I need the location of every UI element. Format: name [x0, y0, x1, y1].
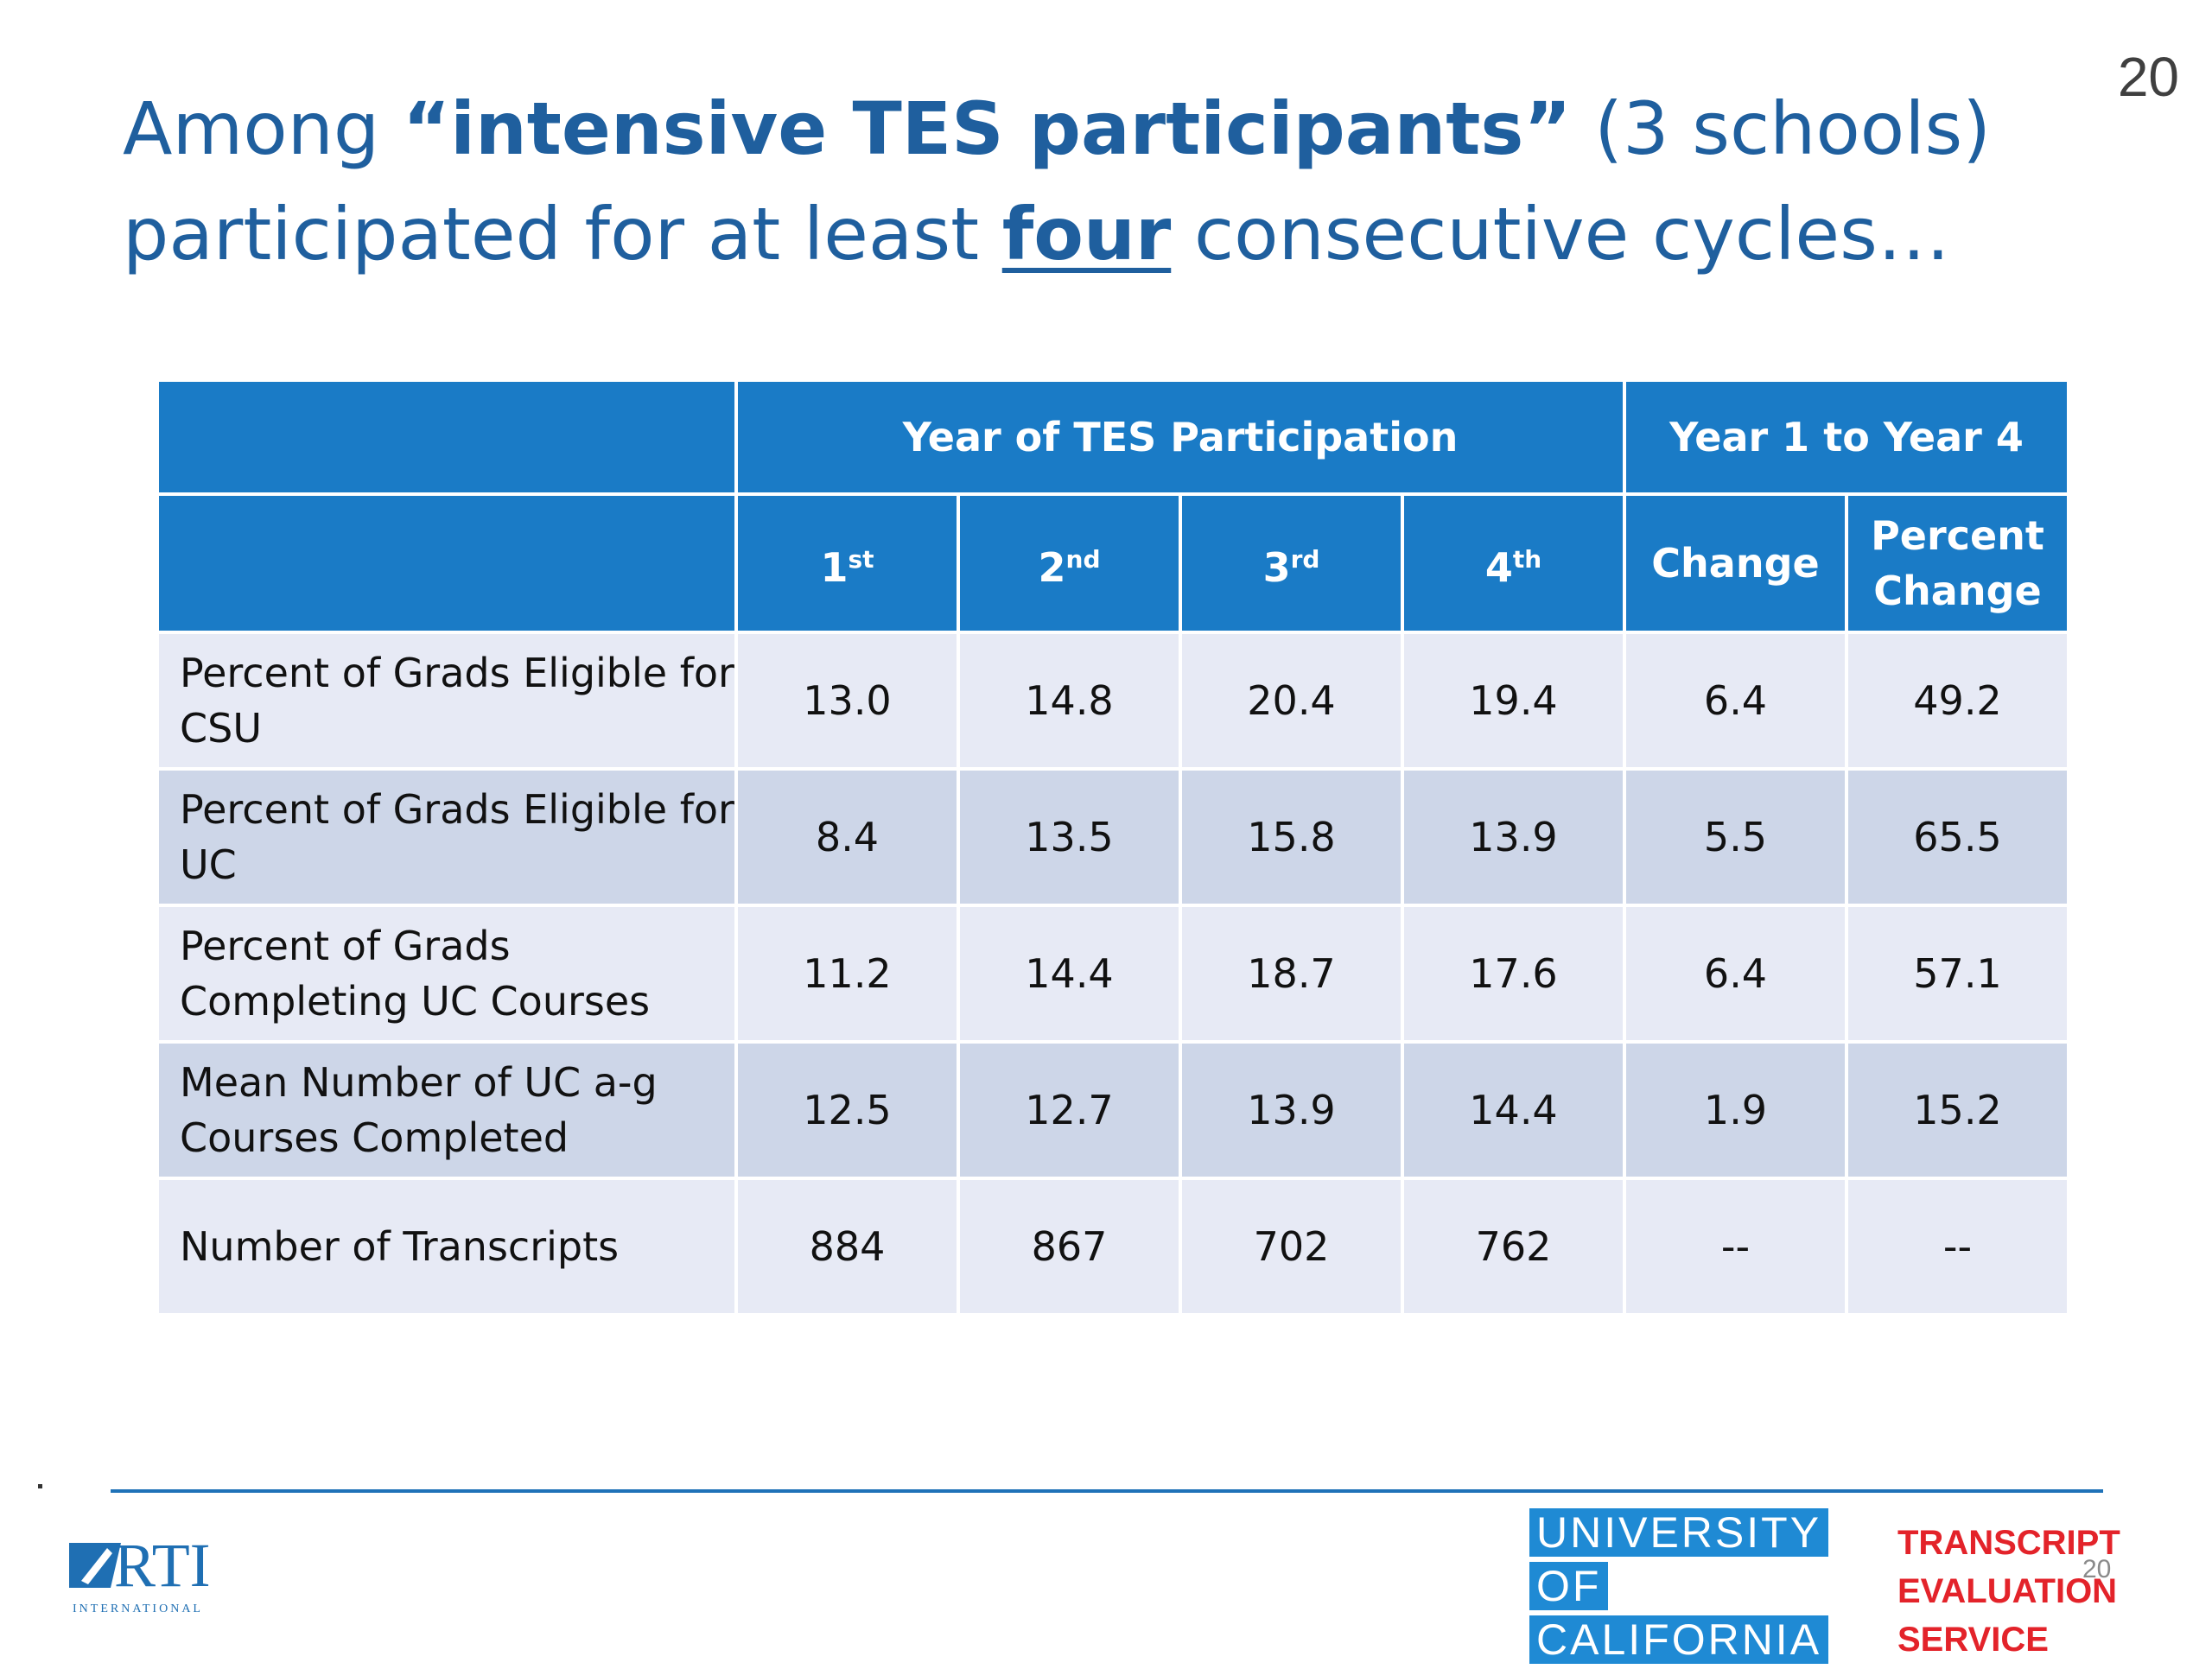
- tes-logo: TRANSCRIPT EVALUATION SERVICE: [1897, 1519, 2120, 1664]
- row-label: Percent of Grads Eligible for CSU: [156, 631, 738, 771]
- uc-logo-line3: CALIFORNIA: [1529, 1615, 1829, 1664]
- group-header-row: Year of TES Participation Year 1 to Year…: [156, 378, 2070, 496]
- tes-logo-line1: TRANSCRIPT: [1897, 1524, 2120, 1562]
- cell-2nd: 12.7: [957, 1040, 1182, 1180]
- table-row: Mean Number of UC a-g Courses Completed 1…: [156, 1040, 2070, 1180]
- title-part1: Among: [123, 86, 403, 171]
- cell-2nd: 13.5: [957, 767, 1182, 907]
- header-year1-to-year4: Year 1 to Year 4: [1623, 378, 2070, 496]
- cell-percent-change: --: [1845, 1177, 2070, 1317]
- cell-3rd: 20.4: [1179, 631, 1404, 771]
- title-part4: participated for at least: [123, 192, 1002, 276]
- row-label: Number of Transcripts: [156, 1177, 738, 1317]
- rti-logo: RTI INTERNATIONAL: [69, 1531, 268, 1624]
- cell-percent-change: 49.2: [1845, 631, 2070, 771]
- cell-percent-change: 57.1: [1845, 904, 2070, 1044]
- header-blank: [156, 378, 738, 496]
- title-part3: (3 schools): [1571, 86, 1992, 171]
- header-percent-change: Percent Change: [1845, 492, 2070, 634]
- cell-percent-change: 15.2: [1845, 1040, 2070, 1180]
- cell-1st: 8.4: [734, 767, 960, 907]
- cell-1st: 11.2: [734, 904, 960, 1044]
- row-label: Mean Number of UC a-g Courses Completed: [156, 1040, 738, 1180]
- rti-logo-mark: RTI INTERNATIONAL: [69, 1531, 211, 1615]
- slide-title: Among “intensive TES participants” (3 sc…: [123, 76, 2067, 287]
- cell-2nd: 14.4: [957, 904, 1182, 1044]
- cell-change: 5.5: [1623, 767, 1848, 907]
- cell-change: --: [1623, 1177, 1848, 1317]
- row-label: Percent of Grads Completing UC Courses: [156, 904, 738, 1044]
- cell-4th: 13.9: [1401, 767, 1626, 907]
- page-number: 20: [2117, 46, 2179, 108]
- header-4th: 4th: [1401, 492, 1626, 634]
- column-header-row: 1st 2nd 3rd 4th Change Percent Change: [156, 492, 2070, 634]
- cell-1st: 884: [734, 1177, 960, 1317]
- title-underline-four: four: [1001, 192, 1172, 276]
- table-row: Number of Transcripts 884 867 702 762 --…: [156, 1177, 2070, 1317]
- cell-4th: 762: [1401, 1177, 1626, 1317]
- table-row: Percent of Grads Completing UC Courses 11…: [156, 904, 2070, 1044]
- uc-logo-line1: UNIVERSITY: [1529, 1508, 1829, 1557]
- tes-logo-line2: EVALUATION: [1897, 1572, 2118, 1610]
- stray-dot: [38, 1484, 42, 1488]
- row-label: Percent of Grads Eligible for UC: [156, 767, 738, 907]
- cell-change: 1.9: [1623, 1040, 1848, 1180]
- header-3rd: 3rd: [1179, 492, 1404, 634]
- title-emphasis: “intensive TES participants”: [402, 86, 1572, 171]
- tes-logo-line3: SERVICE: [1897, 1621, 2049, 1659]
- header-1st: 1st: [734, 492, 960, 634]
- results-table: Year of TES Participation Year 1 to Year…: [156, 378, 2070, 1317]
- svg-text:RTI: RTI: [114, 1534, 211, 1600]
- header-2nd: 2nd: [957, 492, 1182, 634]
- cell-change: 6.4: [1623, 631, 1848, 771]
- cell-4th: 19.4: [1401, 631, 1626, 771]
- cell-2nd: 867: [957, 1177, 1182, 1317]
- cell-percent-change: 65.5: [1845, 767, 2070, 907]
- table-row: Percent of Grads Eligible for CSU 13.0 14…: [156, 631, 2070, 771]
- cell-3rd: 15.8: [1179, 767, 1404, 907]
- cell-1st: 13.0: [734, 631, 960, 771]
- header-blank-2: [156, 492, 738, 634]
- cell-4th: 17.6: [1401, 904, 1626, 1044]
- cell-1st: 12.5: [734, 1040, 960, 1180]
- cell-3rd: 18.7: [1179, 904, 1404, 1044]
- title-part6: consecutive cycles…: [1171, 192, 1950, 276]
- header-year-of-tes: Year of TES Participation: [734, 378, 1626, 496]
- uc-logo-line2: OF: [1529, 1562, 1609, 1610]
- table-row: Percent of Grads Eligible for UC 8.4 13.5…: [156, 767, 2070, 907]
- header-change: Change: [1623, 492, 1848, 634]
- cell-2nd: 14.8: [957, 631, 1182, 771]
- cell-4th: 14.4: [1401, 1040, 1626, 1180]
- uc-logo: UNIVERSITY OF CALIFORNIA: [1529, 1508, 1829, 1669]
- cell-change: 6.4: [1623, 904, 1848, 1044]
- small-page-number: 20: [2082, 1555, 2112, 1583]
- footer-divider: [111, 1489, 2103, 1493]
- cell-3rd: 702: [1179, 1177, 1404, 1317]
- cell-3rd: 13.9: [1179, 1040, 1404, 1180]
- svg-text:INTERNATIONAL: INTERNATIONAL: [73, 1602, 203, 1615]
